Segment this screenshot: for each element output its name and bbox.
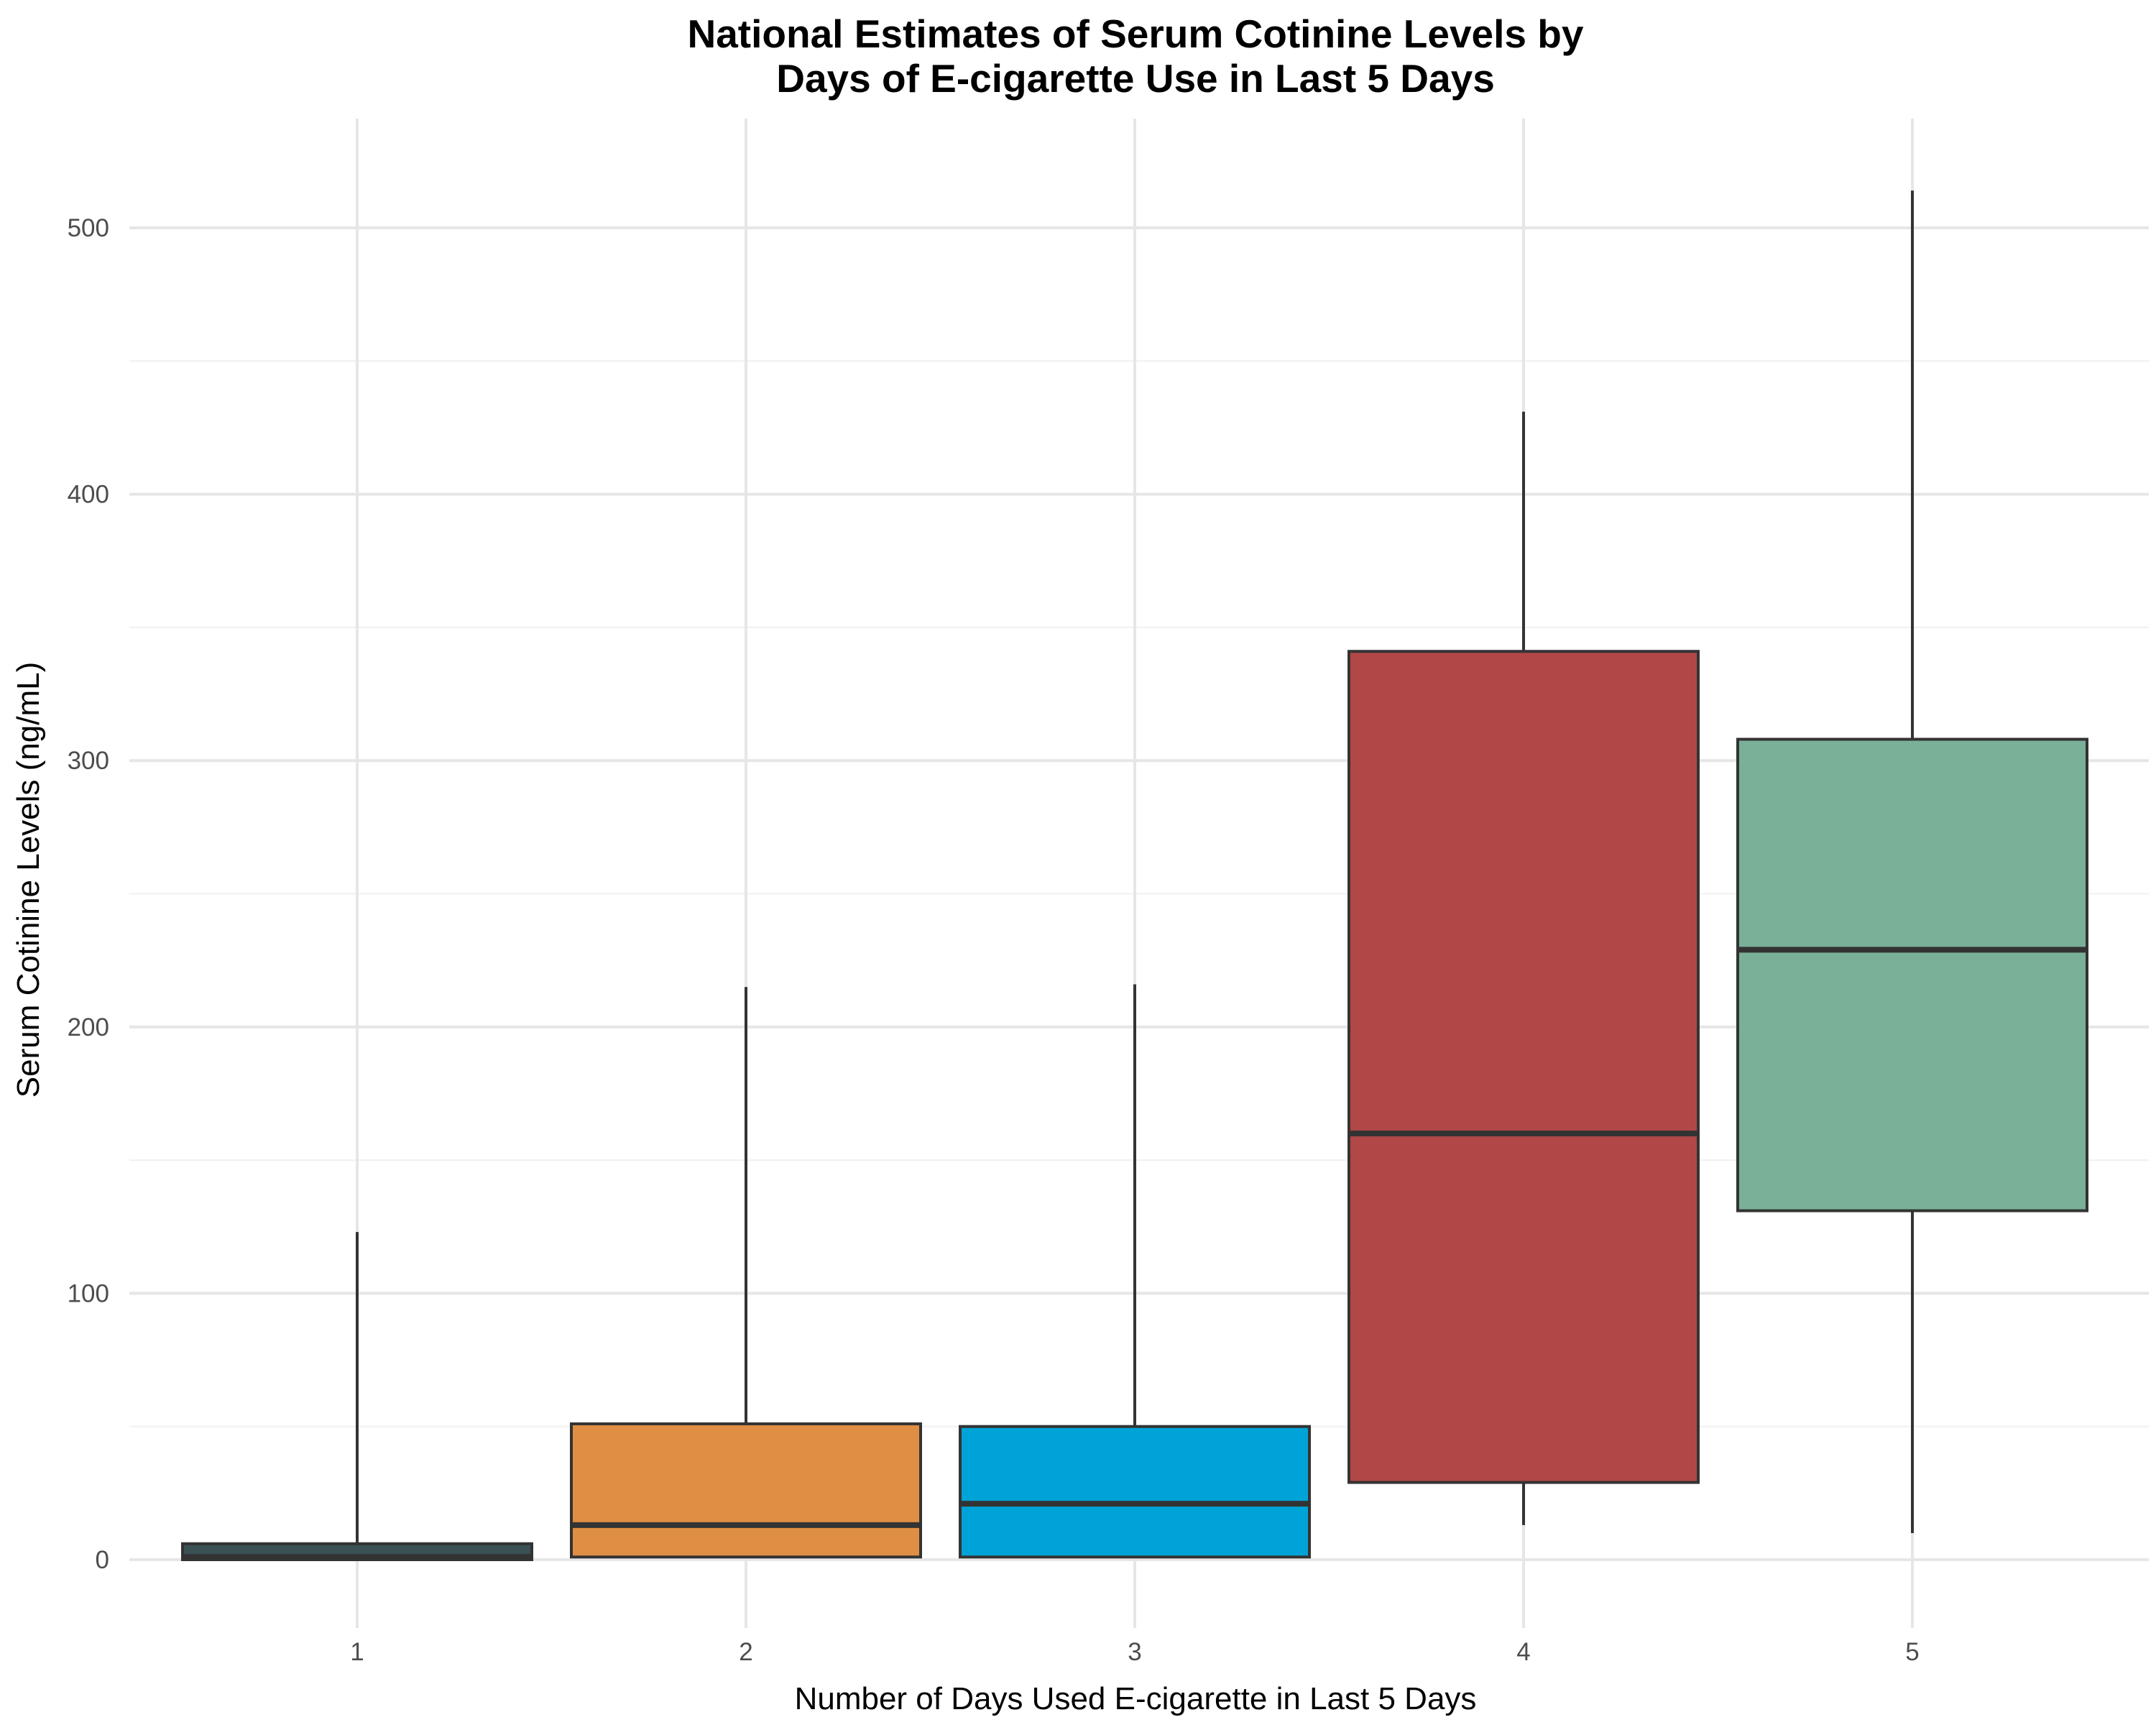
- x-tick-label: 3: [1128, 1638, 1141, 1666]
- box-group: [1736, 190, 2088, 1533]
- y-tick-label: 0: [96, 1546, 109, 1574]
- box-iqr: [570, 1422, 922, 1559]
- y-tick-label: 300: [68, 747, 109, 775]
- chart-title-line-2: Days of E-cigarette Use in Last 5 Days: [776, 56, 1495, 101]
- x-axis-title: Number of Days Used E-cigarette in Last …: [795, 1681, 1477, 1716]
- box-group: [181, 1232, 533, 1561]
- x-tick-label: 2: [739, 1638, 752, 1666]
- x-tick-label: 5: [1905, 1638, 1919, 1666]
- y-axis-title: Serum Cotinine Levels (ng/mL): [11, 662, 46, 1098]
- box-series: [181, 190, 2088, 1561]
- x-tick-label: 4: [1516, 1638, 1530, 1666]
- axis-ticks: 0 100 200 300 400 500 1 2 3 4 5: [68, 214, 1920, 1666]
- box-iqr: [1736, 737, 2088, 1213]
- chart-title-line-1: National Estimates of Serum Cotinine Lev…: [688, 12, 1584, 56]
- box-group: [959, 984, 1311, 1559]
- box-iqr: [1348, 650, 1700, 1484]
- y-tick-label: 100: [68, 1279, 109, 1307]
- x-tick-label: 1: [350, 1638, 364, 1666]
- box-group: [570, 987, 922, 1559]
- y-tick-label: 400: [68, 481, 109, 509]
- box-group: [1348, 411, 1700, 1525]
- y-tick-label: 500: [68, 214, 109, 242]
- y-tick-label: 200: [68, 1013, 109, 1041]
- box-iqr: [959, 1425, 1311, 1559]
